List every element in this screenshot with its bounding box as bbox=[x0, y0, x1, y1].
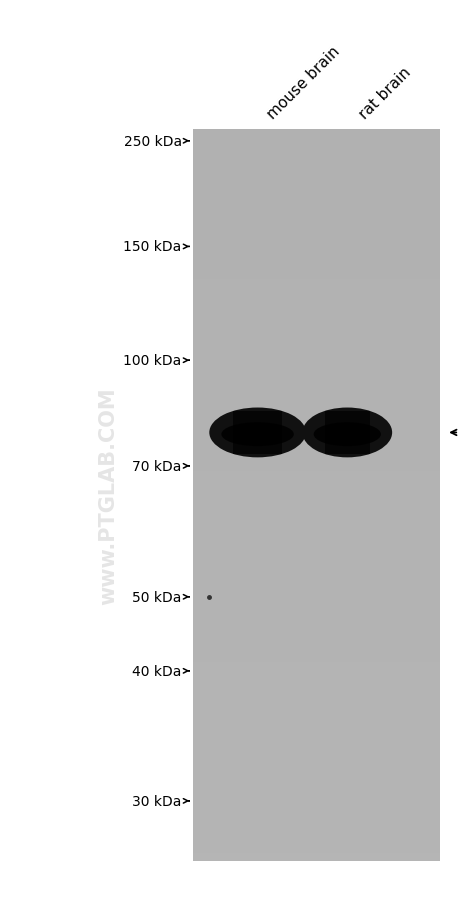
FancyBboxPatch shape bbox=[324, 411, 369, 455]
Text: 250 kDa: 250 kDa bbox=[123, 134, 181, 149]
Ellipse shape bbox=[209, 408, 305, 458]
Text: 150 kDa: 150 kDa bbox=[123, 240, 181, 254]
Ellipse shape bbox=[313, 423, 380, 446]
Text: 40 kDa: 40 kDa bbox=[132, 664, 181, 678]
Text: www.PTGLAB.COM: www.PTGLAB.COM bbox=[98, 387, 118, 605]
Text: 30 kDa: 30 kDa bbox=[132, 794, 181, 808]
FancyBboxPatch shape bbox=[233, 411, 281, 455]
Ellipse shape bbox=[221, 423, 293, 446]
Text: 70 kDa: 70 kDa bbox=[132, 459, 181, 474]
Text: mouse brain: mouse brain bbox=[264, 43, 342, 122]
Text: 50 kDa: 50 kDa bbox=[132, 590, 181, 604]
Ellipse shape bbox=[302, 408, 392, 458]
Text: rat brain: rat brain bbox=[356, 65, 413, 122]
Text: 100 kDa: 100 kDa bbox=[123, 354, 181, 368]
